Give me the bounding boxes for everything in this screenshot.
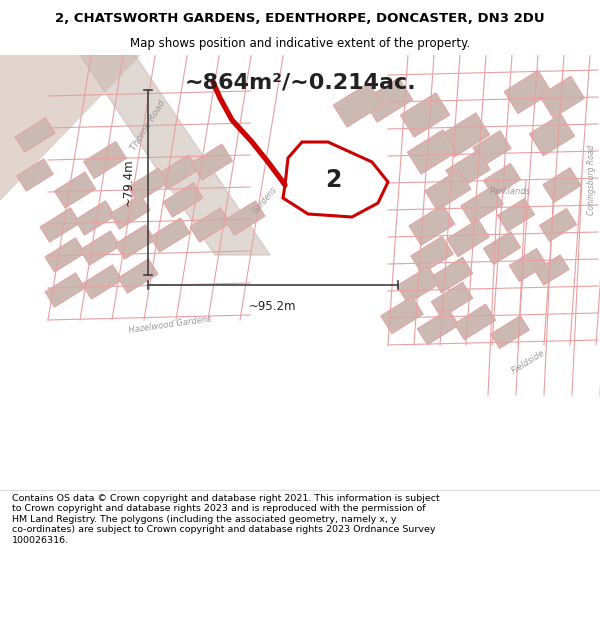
Polygon shape bbox=[0, 55, 140, 200]
Bar bbox=[83, 141, 127, 179]
Bar bbox=[397, 266, 439, 304]
Bar bbox=[55, 172, 95, 208]
Bar bbox=[473, 131, 511, 166]
Text: Fieldside: Fieldside bbox=[510, 348, 546, 376]
Bar bbox=[364, 78, 413, 122]
Bar bbox=[115, 225, 155, 259]
Bar bbox=[484, 231, 521, 264]
Bar bbox=[191, 144, 233, 180]
Bar bbox=[334, 83, 383, 127]
Polygon shape bbox=[80, 55, 270, 255]
Text: ~79.4m: ~79.4m bbox=[121, 159, 134, 206]
Bar bbox=[461, 186, 503, 224]
Bar bbox=[82, 265, 122, 299]
Polygon shape bbox=[283, 142, 388, 217]
Bar bbox=[535, 255, 569, 285]
Bar bbox=[447, 219, 489, 257]
Bar bbox=[504, 71, 552, 114]
Bar bbox=[381, 296, 423, 334]
Bar bbox=[400, 93, 449, 137]
Bar bbox=[411, 236, 453, 274]
Bar bbox=[431, 257, 473, 293]
Bar bbox=[190, 208, 230, 242]
Bar bbox=[45, 238, 85, 272]
Bar bbox=[17, 159, 53, 191]
Text: ~95.2m: ~95.2m bbox=[249, 301, 297, 314]
Bar bbox=[539, 209, 577, 241]
Text: Map shows position and indicative extent of the property.: Map shows position and indicative extent… bbox=[130, 38, 470, 51]
Text: Coningsburg Road: Coningsburg Road bbox=[587, 145, 596, 215]
Bar bbox=[45, 273, 85, 307]
Bar bbox=[497, 199, 535, 231]
Bar bbox=[529, 114, 575, 156]
Bar bbox=[440, 113, 490, 157]
Bar bbox=[484, 164, 521, 196]
Bar bbox=[15, 118, 55, 152]
Bar bbox=[417, 309, 459, 345]
Bar bbox=[75, 201, 115, 235]
Bar bbox=[158, 155, 198, 189]
Bar bbox=[409, 204, 455, 246]
Text: Parklands: Parklands bbox=[490, 188, 530, 196]
Bar bbox=[431, 282, 473, 318]
Bar bbox=[543, 168, 581, 202]
Bar bbox=[128, 168, 168, 202]
Text: 2, CHATSWORTH GARDENS, EDENTHORPE, DONCASTER, DN3 2DU: 2, CHATSWORTH GARDENS, EDENTHORPE, DONCA… bbox=[55, 12, 545, 25]
Text: Thorne Road: Thorne Road bbox=[129, 98, 167, 152]
Bar bbox=[446, 150, 490, 190]
Bar bbox=[110, 195, 150, 229]
Bar bbox=[454, 304, 496, 340]
Bar bbox=[225, 201, 265, 235]
Bar bbox=[425, 169, 471, 211]
Bar bbox=[491, 316, 529, 349]
Bar bbox=[118, 259, 158, 293]
Bar bbox=[163, 183, 203, 217]
Text: ~864m²/~0.214ac.: ~864m²/~0.214ac. bbox=[184, 72, 416, 92]
Bar bbox=[150, 218, 190, 252]
Bar bbox=[80, 231, 120, 265]
Bar bbox=[539, 76, 584, 118]
Bar bbox=[40, 208, 80, 242]
Text: Gardens: Gardens bbox=[251, 185, 279, 215]
Text: Hazelwood Gardens: Hazelwood Gardens bbox=[128, 315, 212, 335]
Bar bbox=[509, 249, 547, 281]
Text: Contains OS data © Crown copyright and database right 2021. This information is : Contains OS data © Crown copyright and d… bbox=[12, 494, 440, 544]
Bar bbox=[407, 130, 457, 174]
Text: 2: 2 bbox=[325, 168, 341, 192]
